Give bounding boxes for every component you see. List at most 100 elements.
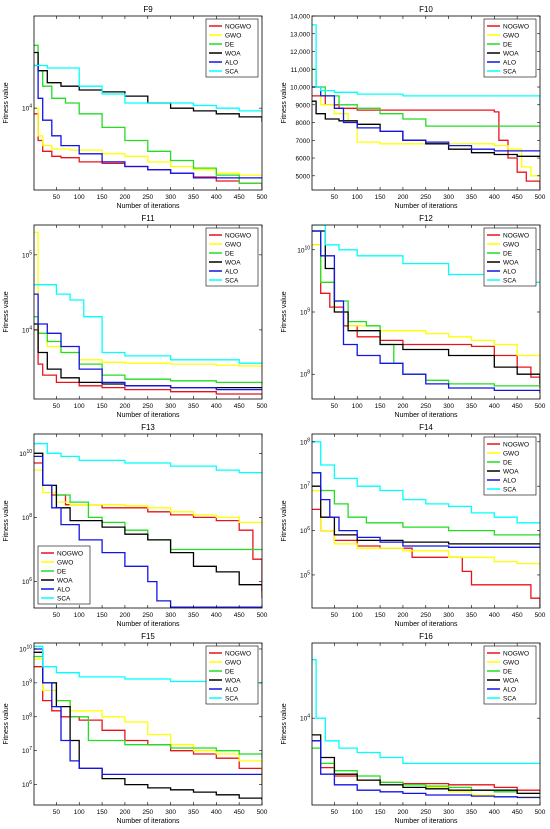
x-tick-label: 100 [74, 809, 85, 816]
x-tick-label: 300 [443, 403, 454, 410]
x-tick-label: 500 [257, 403, 268, 410]
x-tick-label: 400 [211, 612, 222, 619]
x-tick-label: 350 [466, 194, 477, 201]
x-tick-label: 300 [165, 194, 176, 201]
x-axis-label: Number of iterations [116, 818, 180, 825]
y-axis-label: Fitness value [3, 291, 10, 332]
x-tick-label: 150 [97, 612, 108, 619]
chart-title: F11 [141, 214, 155, 223]
x-tick-label: 400 [211, 403, 222, 410]
legend: NOGWO GWO DE WOA ALO SCA [205, 227, 259, 287]
y-tick-label: 7000 [296, 138, 311, 145]
x-axis-label: Number of iterations [394, 203, 458, 210]
legend-label-de: DE [503, 41, 513, 48]
chart-title: F13 [141, 423, 155, 432]
legend: NOGWO GWO DE WOA ALO SCA [37, 545, 91, 605]
y-tick-label: 8000 [296, 120, 311, 127]
x-tick-label: 200 [397, 612, 408, 619]
series-line-woa [34, 452, 262, 592]
legend-label-nogwo: NOGWO [225, 232, 251, 239]
x-tick-label: 250 [420, 403, 431, 410]
series-line-sca [34, 443, 262, 474]
y-tick-label: 106 [300, 526, 310, 535]
legend-label-de: DE [503, 668, 513, 675]
x-tick-label: 100 [74, 194, 85, 201]
legend-label-sca: SCA [503, 277, 517, 284]
legend-label-nogwo: NOGWO [503, 23, 529, 30]
x-tick-label: 450 [234, 612, 245, 619]
y-axis-label: Fitness value [281, 703, 288, 744]
series-line-nogwo [312, 508, 540, 606]
series-group [312, 225, 540, 393]
chart-title: F14 [419, 423, 433, 432]
x-tick-label: 150 [97, 194, 108, 201]
x-tick-label: 400 [489, 194, 500, 201]
y-tick-label: 5000 [296, 173, 311, 180]
legend-label-gwo: GWO [225, 241, 241, 248]
legend-label-de: DE [503, 250, 513, 257]
y-tick-label: 107 [22, 746, 32, 755]
legend-label-gwo: GWO [225, 32, 241, 39]
x-tick-label: 200 [119, 809, 130, 816]
legend-label-de: DE [503, 459, 513, 466]
x-tick-label: 100 [352, 403, 363, 410]
legend-label-woa: WOA [225, 677, 241, 684]
x-tick-label: 450 [512, 612, 523, 619]
x-tick-label: 50 [331, 809, 339, 816]
legend-label-alo: ALO [225, 686, 238, 693]
y-tick-label: 104 [300, 714, 310, 723]
x-tick-label: 100 [352, 194, 363, 201]
legend-label-woa: WOA [225, 259, 241, 266]
y-tick-label: 6000 [296, 156, 311, 163]
chart-title: F12 [419, 214, 433, 223]
x-tick-label: 400 [489, 403, 500, 410]
x-tick-label: 500 [535, 612, 546, 619]
series-line-nogwo [34, 329, 262, 396]
legend-label-gwo: GWO [503, 32, 519, 39]
legend-box [483, 18, 537, 78]
series-line-woa [312, 485, 540, 545]
chart-title: F16 [419, 632, 433, 641]
legend-label-sca: SCA [225, 68, 239, 75]
y-axis-label: Fitness value [281, 500, 288, 541]
series-line-nogwo [312, 244, 540, 388]
y-axis-label: Fitness value [281, 291, 288, 332]
x-tick-label: 450 [512, 403, 523, 410]
series-group [312, 441, 540, 606]
x-tick-label: 50 [53, 809, 61, 816]
series-line-de [34, 316, 262, 384]
y-tick-label: 10,000 [290, 85, 310, 92]
series-line-alo [34, 293, 262, 391]
x-tick-label: 500 [535, 194, 546, 201]
legend: NOGWO GWO DE WOA ALO SCA [205, 18, 259, 78]
legend-label-de: DE [225, 41, 235, 48]
series-group [34, 231, 262, 396]
x-axis-label: Number of iterations [394, 412, 458, 419]
legend: NOGWO GWO DE WOA ALO SCA [483, 18, 537, 78]
x-tick-label: 300 [165, 809, 176, 816]
x-tick-label: 250 [142, 809, 153, 816]
x-tick-label: 250 [142, 403, 153, 410]
legend-box [205, 645, 259, 705]
x-axis-label: Number of iterations [116, 203, 180, 210]
y-axis-label: Fitness value [3, 500, 10, 541]
legend-label-alo: ALO [503, 268, 516, 275]
series-line-de [312, 68, 540, 127]
legend-box [483, 645, 537, 705]
x-tick-label: 250 [142, 194, 153, 201]
x-tick-label: 250 [420, 612, 431, 619]
legend-label-sca: SCA [503, 68, 517, 75]
x-tick-label: 200 [119, 612, 130, 619]
legend-label-alo: ALO [225, 59, 238, 66]
legend-label-sca: SCA [225, 277, 239, 284]
x-tick-label: 150 [375, 612, 386, 619]
y-axis-label: Fitness value [3, 703, 10, 744]
y-tick-label: 9000 [296, 102, 311, 109]
y-tick-label: 105 [22, 250, 32, 259]
y-tick-label: 107 [300, 482, 310, 491]
series-line-alo [312, 740, 540, 799]
x-tick-label: 50 [331, 612, 339, 619]
y-tick-label: 105 [300, 570, 310, 579]
x-tick-label: 150 [97, 403, 108, 410]
legend-box [205, 18, 259, 78]
